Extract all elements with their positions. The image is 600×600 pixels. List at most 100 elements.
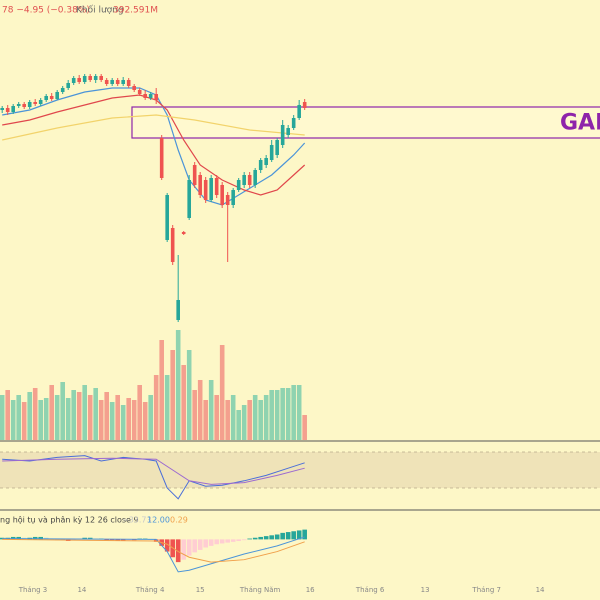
candle-body <box>242 175 246 185</box>
x-tick-label: Tháng 3 <box>18 586 48 594</box>
candle-body <box>16 104 21 106</box>
candle-body <box>11 106 15 112</box>
candle-body <box>297 105 301 118</box>
candle-body <box>121 80 125 84</box>
candle-body <box>104 80 109 84</box>
macd-label: ng hội tụ và phân kỳ 12 26 close 9 <box>0 515 139 526</box>
candle-body <box>38 100 43 104</box>
candle-body <box>225 195 230 205</box>
volume-bar <box>120 405 126 440</box>
candle-body <box>49 96 54 99</box>
macd-histogram-bar <box>192 539 197 553</box>
volume-bar <box>175 330 181 440</box>
macd-histogram-bar <box>291 531 296 540</box>
macd-histogram-bar <box>181 539 186 560</box>
volume-bar <box>65 398 71 440</box>
volume-bar <box>230 395 236 440</box>
macd-histogram-bar <box>225 539 230 543</box>
candle-body <box>5 108 10 112</box>
volume-bar <box>258 400 263 440</box>
x-tick-label: 16 <box>306 586 315 594</box>
volume-bar <box>186 350 192 440</box>
macd-histogram-bar <box>241 539 247 541</box>
candle-body <box>214 178 219 195</box>
candle-body <box>143 94 147 98</box>
macd-histogram-bar <box>236 539 241 541</box>
candle-body <box>44 96 48 100</box>
candle-body <box>148 94 153 98</box>
candle-body <box>159 138 164 178</box>
hist-value: 0.29 <box>170 516 188 525</box>
volume-bar <box>197 380 203 440</box>
macd-histogram-bar <box>302 529 307 540</box>
volume-bar <box>131 400 137 440</box>
x-tick-label: Tháng 4 <box>135 586 165 594</box>
candle-body <box>275 140 279 155</box>
price-change: 78 −4.95 (−0.38%) <box>2 6 90 16</box>
gap-zone <box>131 106 600 139</box>
volume-bar <box>291 385 296 440</box>
candle-body <box>264 158 268 165</box>
candle-body <box>126 80 131 86</box>
volume-bar <box>38 400 43 440</box>
candle-body <box>55 92 59 99</box>
volume-bar <box>5 390 10 440</box>
volume-bar <box>302 415 307 440</box>
volume-bar <box>49 385 54 440</box>
macd-histogram-bar <box>247 538 252 540</box>
macd-histogram-bar <box>263 536 269 540</box>
macd-histogram-bar <box>274 534 280 540</box>
x-tick-label: 13 <box>421 586 430 594</box>
volume-bar <box>32 388 38 440</box>
signal-value: 12.00 <box>147 516 170 525</box>
volume-bar <box>54 395 60 440</box>
candle-body <box>286 128 290 135</box>
volume-bar <box>269 390 274 440</box>
x-tick-label: Tháng Năm <box>239 586 281 594</box>
volume-bar <box>203 400 208 440</box>
x-tick-label: Tháng 6 <box>355 586 385 594</box>
candle-body <box>170 228 175 262</box>
gap-label: GAP <box>560 111 600 136</box>
volume-bar <box>16 395 21 440</box>
candle-body <box>181 232 186 234</box>
indicator-line <box>2 114 305 141</box>
volume-bar <box>109 402 115 440</box>
volume-bar <box>252 395 258 440</box>
candle-body <box>198 175 202 195</box>
indicator-line <box>2 538 305 563</box>
volume-bar <box>0 395 5 440</box>
candle-body <box>302 102 307 108</box>
candle-body <box>187 180 191 218</box>
macd-histogram-bar <box>203 539 208 548</box>
macd-histogram-bar <box>252 537 258 540</box>
candle-body <box>27 102 32 107</box>
macd-histogram-bar <box>197 539 203 550</box>
candle-body <box>110 80 114 84</box>
candle-body <box>137 90 142 94</box>
macd-histogram-bar <box>214 539 219 545</box>
candle-body <box>154 94 158 100</box>
candle-body <box>236 180 241 190</box>
macd-histogram-bar <box>164 539 170 552</box>
volume-bar <box>137 385 142 440</box>
candle-body <box>247 175 252 185</box>
candle-body <box>165 195 169 240</box>
candle-body <box>220 185 224 205</box>
volume-bar <box>236 410 241 440</box>
macd-histogram-bar <box>230 539 236 542</box>
volume-bar <box>181 365 186 440</box>
volume-bar <box>115 395 120 440</box>
volume-bar <box>71 390 76 440</box>
volume-bar <box>159 340 164 440</box>
volume-label: Khối lượng <box>76 5 124 16</box>
macd-histogram-bar <box>126 539 131 541</box>
volume-bar <box>247 400 252 440</box>
macd-histogram-bar <box>219 539 225 544</box>
macd-histogram-bar <box>38 536 43 540</box>
volume-bar <box>76 392 82 440</box>
indicator-line <box>2 536 305 573</box>
indicator-line <box>2 457 305 485</box>
volume-bar <box>142 402 148 440</box>
volume-bar <box>241 405 247 440</box>
